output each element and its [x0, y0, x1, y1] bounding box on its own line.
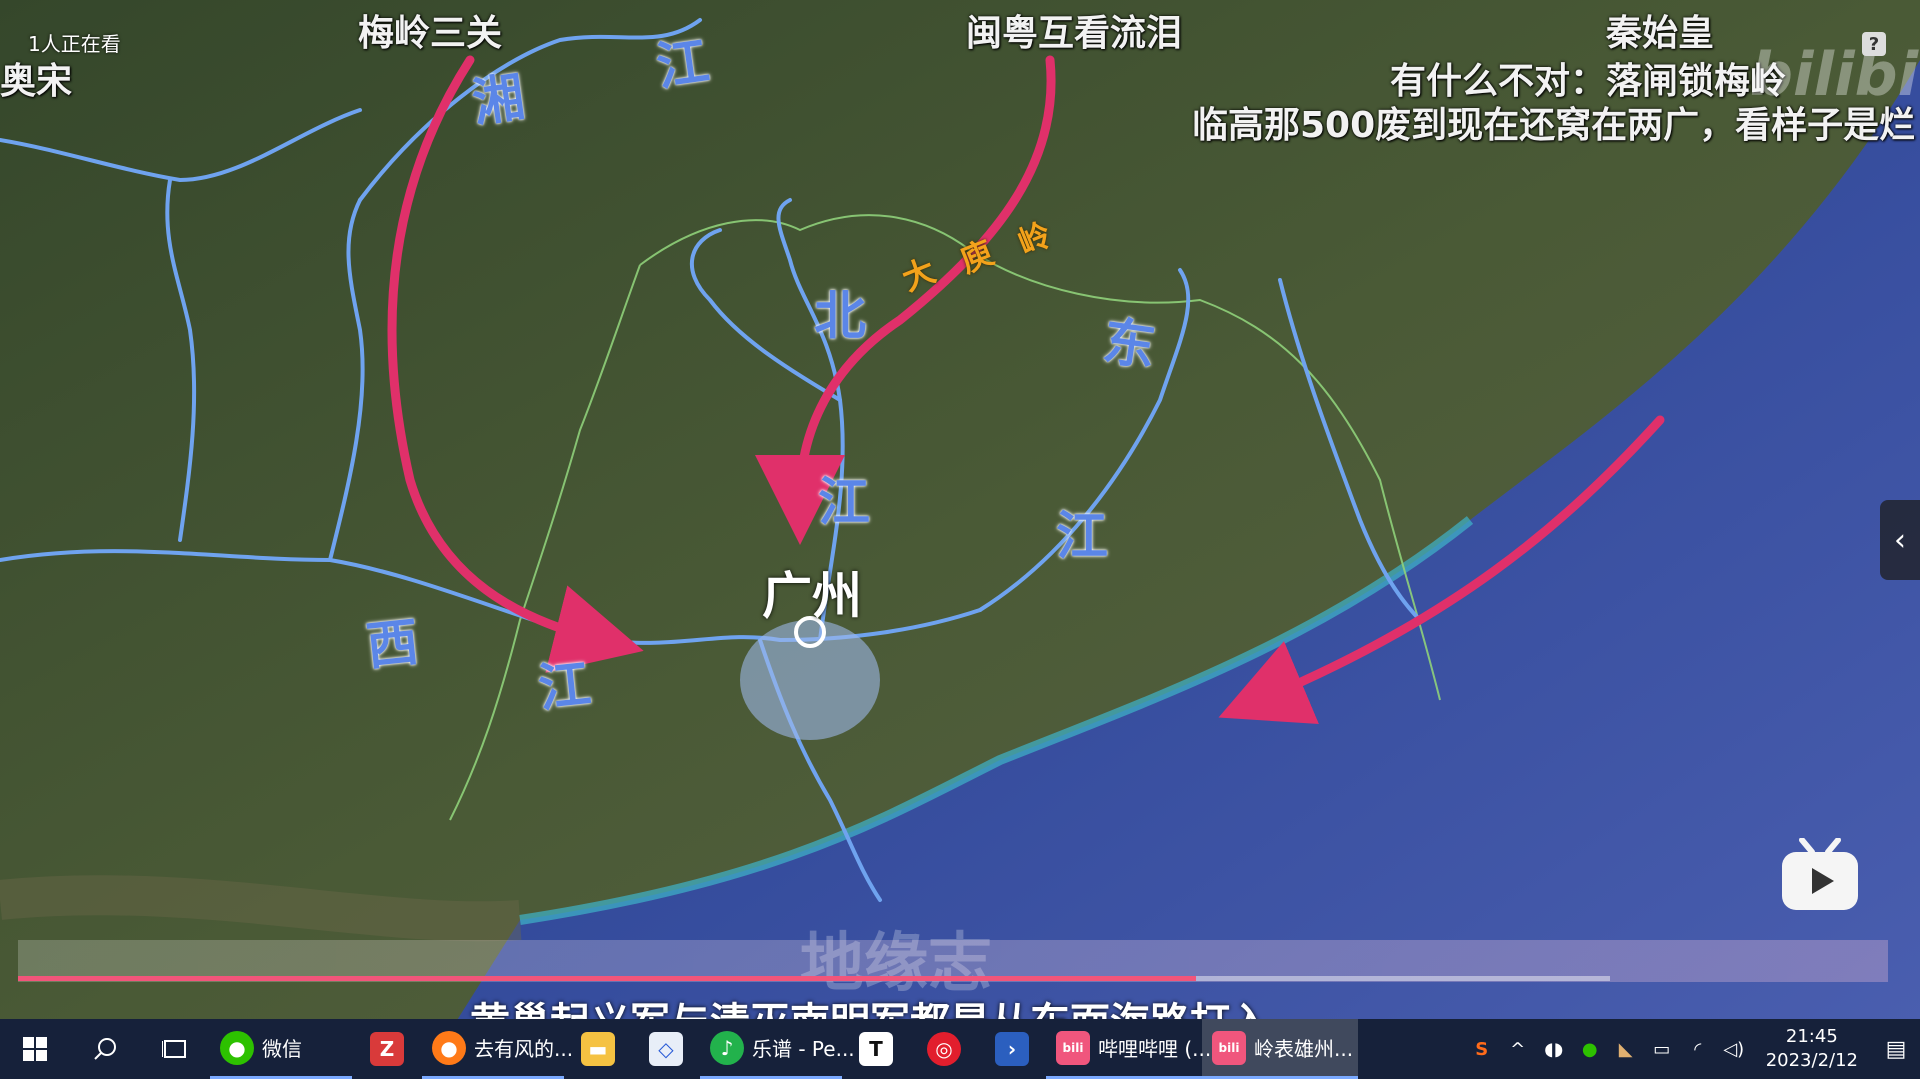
danmaku-comment: 秦始皇	[1606, 13, 1715, 54]
taskbar-app-bilibili-1[interactable]: bili 哔哩哔哩 (...	[1046, 1019, 1211, 1079]
map-label-bei: 北	[814, 287, 867, 347]
lepu-icon: ♪	[710, 1030, 744, 1065]
chevron-left-icon: ‹	[1894, 522, 1906, 558]
danmaku-comment: 临高那500废到现在还窝在两广，看样子是烂	[1192, 105, 1916, 146]
search-icon	[94, 1038, 116, 1060]
chevron-up-icon[interactable]: ^	[1510, 1038, 1526, 1060]
wechat-tray-icon[interactable]: ●	[1581, 1038, 1598, 1060]
taskbar-app-wechat[interactable]: ● 微信	[210, 1019, 352, 1079]
sogou-input-icon[interactable]: S	[1475, 1038, 1489, 1060]
map-label-jiang: 江	[652, 31, 713, 99]
danmaku-comment: 有什么不对：落闸锁梅岭	[1390, 61, 1787, 102]
guangzhou-marker	[794, 616, 826, 648]
taskview-icon	[162, 1040, 186, 1058]
typora-icon: T	[859, 1032, 893, 1066]
map-label-jiang: 江	[818, 473, 871, 533]
taskbar-app-netease[interactable]: ◎	[910, 1019, 978, 1079]
progress-bar[interactable]	[18, 976, 1610, 981]
rivers	[0, 18, 1422, 902]
windows-icon	[23, 1037, 47, 1061]
taskbar-app-label: 乐谱 - Pe...	[752, 1037, 855, 1061]
taskbar-app-lepu[interactable]: ♪ 乐谱 - Pe...	[700, 1019, 855, 1079]
volume-icon[interactable]: ◁)	[1723, 1038, 1745, 1060]
progress-fill	[18, 976, 1197, 981]
danmaku-comment: 闽粤互看流泪	[966, 13, 1183, 54]
sea-area	[420, 60, 1920, 1079]
taskbar-app-label: 微信	[262, 1037, 302, 1061]
start-button[interactable]	[0, 1019, 70, 1079]
taskbar-app-explorer[interactable]: ▬	[564, 1019, 632, 1079]
wechat-icon: ●	[220, 1030, 254, 1065]
province-borders	[449, 214, 1441, 821]
map-label-jiang: 江	[1056, 507, 1109, 567]
clock-time: 21:45	[1785, 1026, 1838, 1047]
search-button[interactable]	[70, 1019, 140, 1079]
taskbar-app-typora[interactable]: T	[842, 1019, 910, 1079]
taskbar-app-powershell[interactable]: ›	[978, 1019, 1046, 1079]
drawing-app-icon: ◇	[649, 1032, 683, 1066]
danmaku-comment: 梅岭三关	[358, 13, 503, 54]
channel-watermark: 地缘志	[800, 912, 992, 1004]
taskbar-app-bilibili-2[interactable]: bili 岭表雄州...	[1202, 1019, 1358, 1079]
collapse-panel-button[interactable]: ‹	[1880, 500, 1920, 580]
taskbar-app-label: 哔哩哔哩 (...	[1098, 1037, 1212, 1061]
taskbar-app-firefox[interactable]: ● 去有风的...	[422, 1019, 573, 1079]
cat-icon[interactable]: ◣	[1618, 1038, 1633, 1060]
danmaku-comment: 奥宋	[0, 61, 73, 102]
invasion-arrows	[387, 55, 1665, 724]
map-label-xi: 西	[363, 612, 422, 678]
bilibili-icon: bili	[1056, 1030, 1090, 1065]
bilibili-tv-icon[interactable]	[1780, 838, 1860, 914]
notification-center-icon[interactable]: ▤	[1885, 1036, 1907, 1062]
city-label-guangzhou: 广州	[762, 567, 862, 625]
viewer-count: 1人正在看	[28, 32, 121, 56]
firefox-icon: ●	[432, 1030, 466, 1065]
folder-icon: ▬	[581, 1032, 615, 1066]
taskbar-app-z[interactable]: Z	[352, 1019, 422, 1079]
taskbar-app-drawing[interactable]: ◇	[632, 1019, 700, 1079]
earbuds-icon[interactable]: ◖◗	[1544, 1038, 1564, 1060]
map-label-jiang: 江	[535, 654, 594, 720]
help-icon[interactable]: ?	[1862, 32, 1886, 56]
bilibili-icon: bili	[1212, 1030, 1246, 1065]
wifi-icon[interactable]: ◜	[1694, 1038, 1702, 1060]
taskbar-app-label: 岭表雄州...	[1254, 1037, 1354, 1061]
battery-icon[interactable]: ▭	[1653, 1038, 1671, 1060]
windows-taskbar: ● 微信 Z ● 去有风的... ▬ ◇ ♪ 乐谱 - Pe... T ◎ ›	[0, 1019, 1920, 1079]
system-tray: S ^ ◖◗ ● ◣ ▭ ◜ ◁) 21:45 2023/2/12 ▤	[1464, 1019, 1920, 1079]
z-app-icon: Z	[370, 1032, 404, 1066]
map-label-dong: 东	[1099, 311, 1160, 379]
system-clock[interactable]: 21:45 2023/2/12	[1766, 1025, 1858, 1073]
taskbar-app-label: 去有风的...	[474, 1037, 574, 1061]
pearl-delta	[740, 620, 880, 740]
map-label-xiang: 湘	[468, 67, 529, 135]
clock-date: 2023/2/12	[1765, 1050, 1858, 1071]
taskview-button[interactable]	[140, 1019, 210, 1079]
danmaku-density-wave	[18, 940, 1888, 982]
powershell-icon: ›	[995, 1032, 1029, 1066]
netease-music-icon: ◎	[927, 1032, 961, 1066]
bilibili-watermark-logo: bilibili	[1750, 40, 1920, 110]
